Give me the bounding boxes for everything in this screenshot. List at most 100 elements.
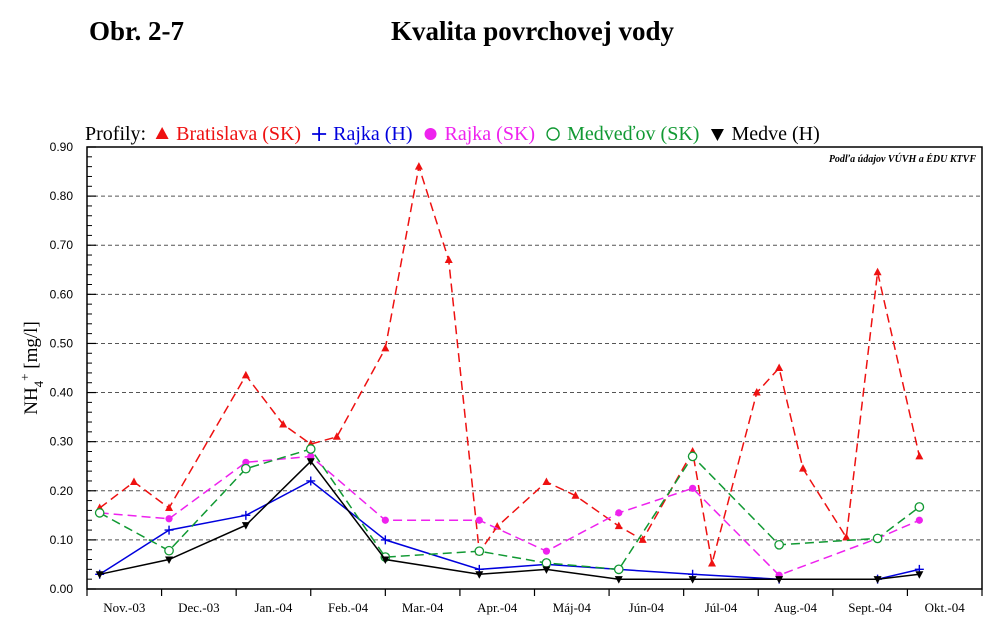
- data-point: [915, 451, 924, 460]
- data-point: [775, 576, 784, 584]
- legend-label-1: Rajka (H): [333, 123, 412, 145]
- axes: 0.00 0.10 0.20 0.30 0.40 0.50 0.60 0.70 0.80 0.90…: [50, 140, 983, 615]
- legend-prefix: Profily:: [85, 123, 146, 145]
- data-point: [165, 515, 173, 523]
- series-0: [95, 162, 924, 567]
- data-point: [614, 576, 623, 584]
- data-point: [279, 419, 288, 428]
- data-point: [164, 545, 174, 556]
- legend-marker-1: [312, 127, 327, 141]
- legend-marker-3: [546, 127, 560, 141]
- x-tick-label: Feb.-04: [328, 600, 369, 615]
- legend-marker-2: [424, 128, 437, 140]
- data-point: [614, 521, 623, 530]
- data-point: [305, 444, 316, 454]
- data-point: [872, 533, 883, 544]
- data-point: [95, 571, 104, 579]
- series-3: [94, 444, 925, 575]
- plot-frame: [86, 146, 983, 590]
- data-point: [164, 525, 174, 535]
- data-point: [752, 388, 761, 396]
- x-tick-label: Apr.-04: [477, 600, 518, 615]
- series-line: [99, 448, 920, 571]
- x-tick-label: Júl-04: [705, 600, 738, 615]
- y-tick-label: 0.60: [50, 287, 74, 301]
- data-point: [165, 503, 174, 511]
- data-point: [774, 539, 784, 550]
- y-tick-label: 0.00: [50, 582, 74, 596]
- data-point: [307, 452, 315, 460]
- y-tick-label: 0.70: [50, 238, 74, 252]
- data-point: [571, 491, 580, 499]
- data-point: [708, 558, 717, 567]
- series-line: [99, 460, 920, 580]
- legend-label-0: Bratislava (SK): [176, 123, 301, 145]
- x-tick-label: Aug.-04: [774, 600, 817, 615]
- x-tick-label: Jan.-04: [254, 600, 292, 615]
- data-point: [915, 571, 924, 579]
- series-2: [96, 452, 923, 579]
- data-point: [615, 509, 623, 517]
- data-point: [332, 432, 341, 440]
- figure-title: Kvalita povrchovej vody: [391, 16, 674, 46]
- data-point: [241, 522, 250, 530]
- x-tick-label: Jún-04: [629, 600, 665, 615]
- data-point: [165, 556, 174, 565]
- legend: Profily: Bratislava (SK) Rajka (H) Rajka (S…: [85, 123, 820, 145]
- data-point: [687, 451, 698, 462]
- gridlines: [87, 195, 982, 541]
- data-point: [241, 510, 251, 520]
- data-point: [542, 477, 551, 485]
- figure-number: Obr. 2-7: [89, 16, 185, 46]
- x-tick-label: Nov.-03: [103, 600, 145, 615]
- data-point: [241, 370, 250, 379]
- y-tick-label: 0.30: [50, 435, 74, 449]
- data-point: [873, 576, 882, 584]
- data-point: [613, 564, 624, 575]
- data-point: [873, 267, 882, 276]
- series-layer: [94, 162, 925, 584]
- data-point: [688, 576, 697, 584]
- data-point: [914, 502, 925, 512]
- series-line: [99, 166, 921, 564]
- x-tick-label: Sept.-04: [848, 600, 892, 615]
- data-point: [242, 458, 250, 466]
- data-point: [241, 463, 251, 474]
- data-point: [380, 535, 390, 545]
- data-point: [842, 532, 851, 541]
- legend-label-2: Rajka (SK): [445, 123, 536, 145]
- source-note: Podľa údajov VÚVH a ÉDU KTVF: [829, 153, 976, 165]
- legend-label-4: Medve (H): [731, 123, 819, 145]
- data-point: [542, 547, 551, 555]
- data-point: [381, 343, 390, 352]
- data-point: [915, 516, 923, 524]
- data-point: [475, 571, 484, 579]
- x-tick-label: Dec.-03: [178, 600, 220, 615]
- x-tick-label: Mar.-04: [402, 600, 444, 615]
- data-point: [775, 363, 784, 371]
- data-point: [638, 535, 647, 543]
- series-line: [99, 455, 920, 577]
- legend-marker-4: [710, 129, 724, 141]
- x-tick-label: Máj-04: [553, 600, 592, 615]
- data-point: [129, 477, 138, 485]
- data-point: [306, 476, 316, 486]
- y-tick-label: 0.90: [50, 140, 74, 154]
- data-point: [541, 558, 552, 568]
- data-point: [414, 162, 423, 170]
- data-point: [474, 546, 485, 557]
- x-tick-label: Okt.-04: [925, 600, 966, 615]
- legend-marker-0: [155, 127, 169, 139]
- y-axis-label: NH4+ [mg/l]: [17, 321, 46, 415]
- data-point: [689, 484, 697, 492]
- data-point: [306, 458, 315, 466]
- series-line: [99, 480, 920, 580]
- data-point: [475, 516, 483, 524]
- data-point: [94, 508, 105, 518]
- data-point: [444, 255, 453, 263]
- data-point: [799, 464, 807, 472]
- y-tick-label: 0.20: [50, 484, 74, 498]
- data-point: [542, 566, 551, 574]
- series-4: [95, 458, 924, 584]
